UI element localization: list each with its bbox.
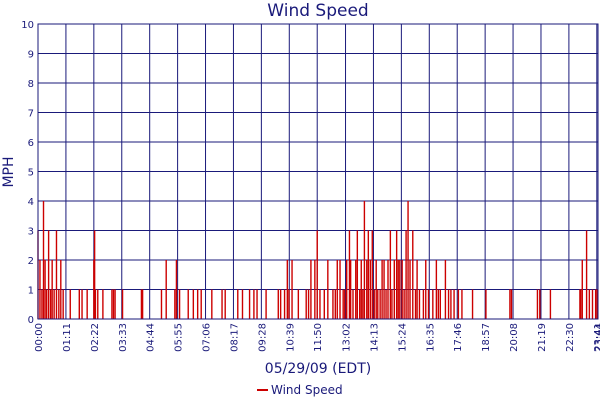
y-tick-label: 3: [28, 227, 34, 238]
y-tick-label: 1: [28, 286, 34, 297]
x-tick-label: 05:55: [174, 323, 185, 352]
x-tick-label: 00:00: [34, 323, 45, 352]
y-tick-label: 6: [28, 138, 34, 149]
plot-frame: [37, 23, 599, 320]
x-tick-label: 15:24: [397, 323, 408, 352]
x-tick-label: 22:30: [565, 323, 576, 352]
legend: Wind Speed: [257, 383, 343, 397]
x-tick-label: 13:02: [342, 323, 353, 352]
x-tick-label: 04:44: [146, 323, 157, 352]
x-tick-label: 03:33: [118, 323, 129, 352]
y-tick-label: 9: [28, 50, 34, 61]
x-tick-label: 07:06: [202, 323, 213, 352]
y-tick-label: 8: [28, 79, 34, 90]
y-tick-label: 10: [21, 20, 34, 31]
chart-title: Wind Speed: [267, 1, 368, 21]
y-tick-label: 4: [28, 197, 34, 208]
x-tick-label: 10:39: [285, 323, 296, 352]
y-tick-label: 7: [28, 109, 34, 120]
x-tick-label: 23:41: [593, 323, 600, 352]
y-tick-label: 5: [28, 168, 34, 179]
y-tick-label: 0: [28, 315, 34, 326]
x-axis-ticks: 00:00 01:11 02:22 03:33 04:44 05:55 07:06 08:17…: [34, 323, 600, 352]
x-tick-label: 14:13: [369, 323, 380, 352]
y-tick-label: 2: [28, 256, 34, 267]
x-tick-label: 17:46: [453, 323, 464, 352]
y-axis-label: MPH: [1, 156, 17, 187]
x-tick-label: 21:19: [537, 323, 548, 352]
x-tick-label: 16:35: [425, 323, 436, 352]
x-tick-label: 23:44: [594, 323, 600, 352]
x-tick-label: 02:22: [90, 323, 101, 352]
x-tick-label: 11:50: [313, 323, 324, 352]
series-wind-speed: [37, 201, 598, 319]
x-tick-label: 18:57: [481, 323, 492, 352]
x-tick-label: 01:11: [62, 323, 73, 352]
y-axis-ticks: 0 1 2 3 4 5 6 7 8 9 10: [21, 20, 34, 326]
grid-lines: [38, 24, 598, 319]
legend-label: Wind Speed: [271, 383, 343, 397]
x-tick-label: 20:08: [509, 323, 520, 352]
x-axis-label: 05/29/09 (EDT): [265, 361, 371, 377]
x-tick-label: 09:28: [257, 323, 268, 352]
x-tick-label: 08:17: [229, 323, 240, 352]
